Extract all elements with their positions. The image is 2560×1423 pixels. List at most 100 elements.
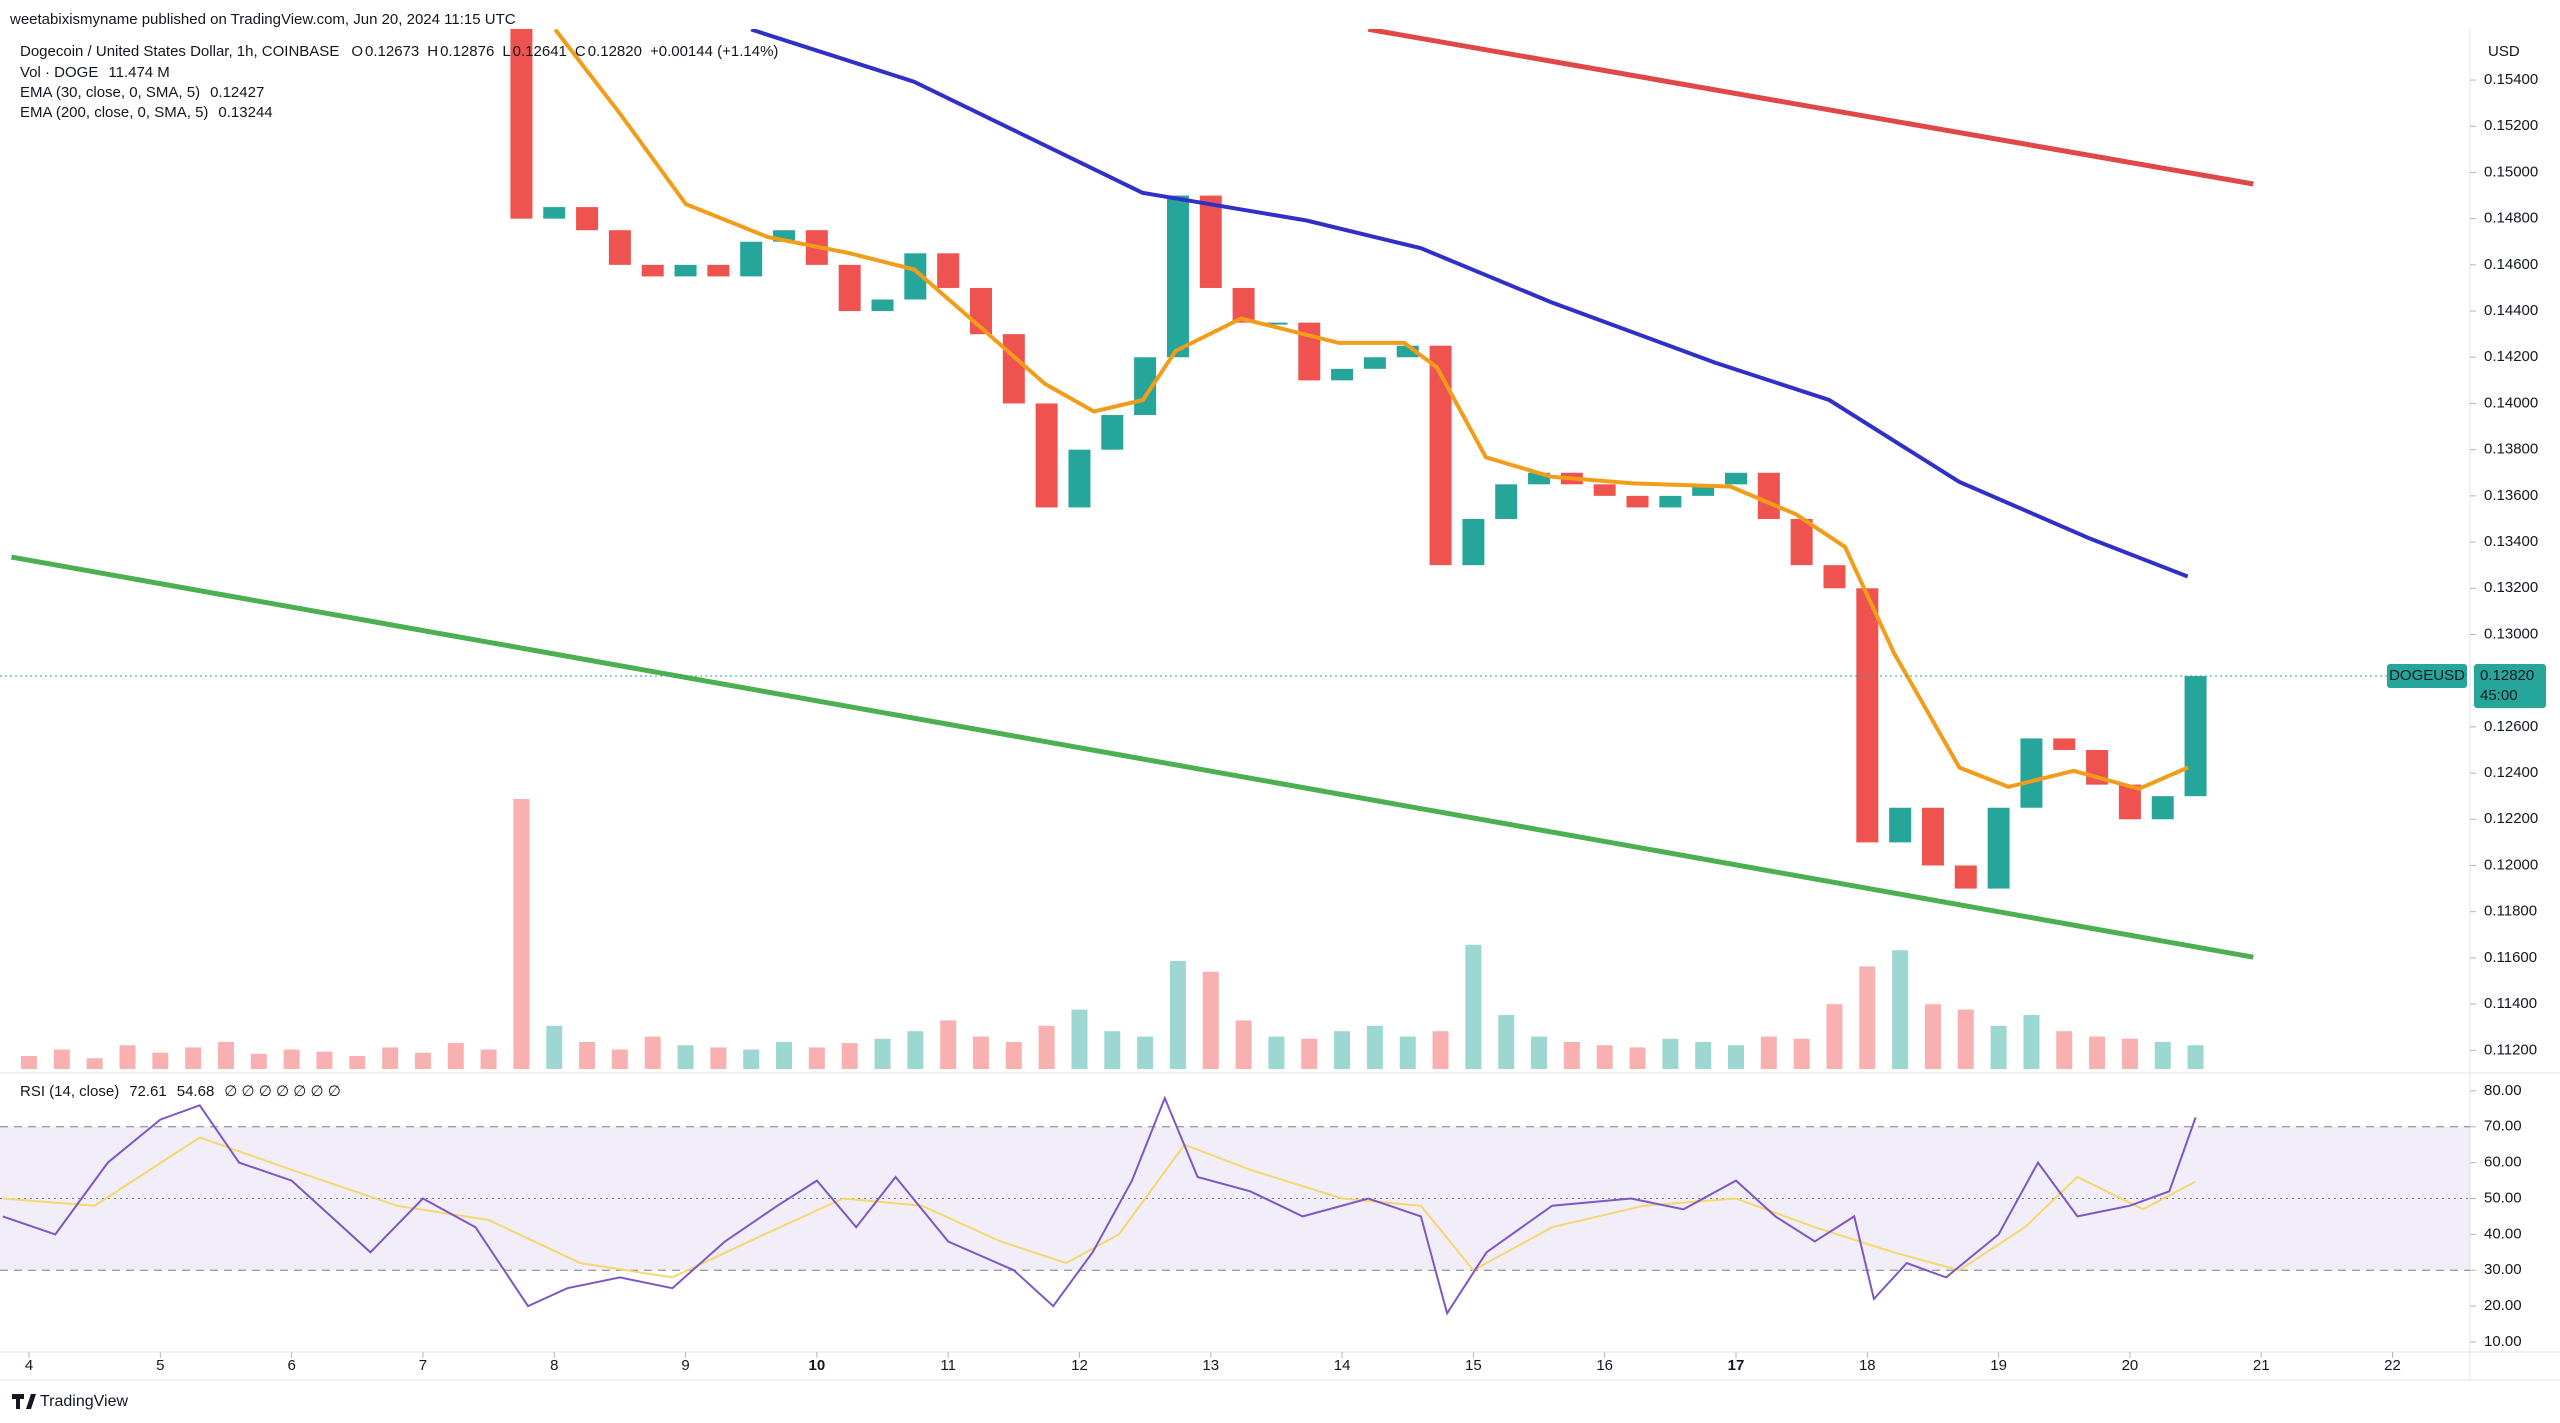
ohlc-value: 0.12876 (440, 43, 494, 60)
symbol-tag-bg (2387, 664, 2467, 689)
volume-bar (447, 1043, 464, 1069)
y-tick-label: 0.15400 (2484, 71, 2538, 88)
ema-legend-name: EMA (30, close, 0, SMA, 5) (20, 84, 200, 101)
candle (1232, 287, 1255, 323)
volume-bar (874, 1038, 891, 1069)
x-tick-label: 17 (1728, 1357, 1745, 1374)
volume-bar (1662, 1038, 1679, 1069)
volume-bar (1038, 1025, 1055, 1069)
x-tick-label: 11 (940, 1357, 956, 1374)
candle (1265, 322, 1288, 325)
candle (641, 264, 664, 277)
volume-bar (1432, 1031, 1449, 1069)
volume-bar (841, 1043, 858, 1069)
change: +0.00144 (+1.14%) (650, 43, 778, 60)
y-tick-label: 0.11600 (2484, 949, 2537, 966)
volume-bar (316, 1051, 333, 1069)
candle (2053, 738, 2076, 750)
volume-bar (1334, 1031, 1351, 1069)
rsi-tick-label: 20.00 (2484, 1297, 2522, 1314)
volume-bar (349, 1056, 366, 1069)
volume-bar (1957, 1009, 1974, 1069)
x-tick-label: 15 (1465, 1357, 1482, 1374)
y-tick-label: 0.13400 (2484, 533, 2538, 550)
candle (1495, 484, 1518, 519)
y-tick-label: 0.12600 (2484, 718, 2538, 735)
y-tick-label: 0.13800 (2484, 441, 2538, 458)
candle (608, 230, 631, 265)
candle (1921, 807, 1944, 866)
volume-bar (480, 1049, 497, 1069)
ohlc-value: 0.12820 (588, 43, 642, 60)
volume-bar (2023, 1015, 2040, 1069)
ema-legend-name: EMA (200, close, 0, SMA, 5) (20, 104, 208, 121)
rsi-line (2, 1095, 2197, 1316)
ohlc-key: C (575, 43, 586, 60)
volume-bar (1235, 1020, 1252, 1069)
y-tick-label: 0.15200 (2484, 117, 2538, 134)
volume-bar (776, 1042, 793, 1069)
main-pane (10, 29, 2254, 1069)
volume-bar (1498, 1015, 1515, 1069)
rsi-tick-label: 10.00 (2484, 1333, 2522, 1350)
candle (1724, 472, 1747, 485)
volume-bar (1137, 1036, 1154, 1069)
y-tick-label: 0.12000 (2484, 856, 2538, 873)
candle (1790, 518, 1813, 566)
volume-bar (283, 1049, 300, 1069)
y-tick-label: 0.11200 (2484, 1041, 2537, 1058)
volume-bar (1563, 1042, 1580, 1069)
candle (1757, 472, 1780, 519)
volume-bar (1104, 1031, 1121, 1069)
volume-bar (1301, 1038, 1318, 1069)
candle (1002, 334, 1025, 404)
volume-bar (710, 1047, 727, 1069)
volume-bar (808, 1047, 825, 1069)
y-tick-label: 0.13000 (2484, 625, 2538, 642)
price-tag-bg (2474, 664, 2546, 709)
symbol-tag: DOGEUSD (2389, 667, 2465, 684)
x-tick-label: 19 (1990, 1357, 2007, 1374)
x-tick-label: 12 (1071, 1357, 1088, 1374)
volume-bar (1826, 1004, 1843, 1069)
candle (1889, 807, 1912, 843)
x-tick-label: 8 (550, 1357, 558, 1374)
candle (937, 253, 960, 288)
candle (740, 241, 763, 277)
candle (1298, 322, 1321, 381)
y-tick-label: 0.14400 (2484, 302, 2538, 319)
volume-bar (250, 1053, 267, 1069)
volume-bar (2187, 1045, 2204, 1069)
volume-bar (1202, 971, 1219, 1069)
volume-bar (579, 1042, 596, 1069)
candle (1166, 195, 1189, 358)
x-tick-label: 9 (681, 1357, 689, 1374)
brand: TradingView (40, 1393, 128, 1410)
candle (1692, 484, 1715, 496)
candle (674, 264, 697, 277)
volume-bar (1005, 1042, 1022, 1069)
rsi-tick-label: 30.00 (2484, 1261, 2522, 1278)
volume-bar (86, 1058, 103, 1069)
x-tick-label: 21 (2253, 1357, 2270, 1374)
volume-bar (1629, 1047, 1646, 1069)
volume-bar (1727, 1045, 1744, 1069)
ohlc-value: 0.12641 (513, 43, 567, 60)
rsi-tick-label: 40.00 (2484, 1225, 2522, 1242)
volume-bar (1924, 1004, 1941, 1069)
y-tick-label: 0.11800 (2484, 903, 2537, 920)
candle (707, 264, 730, 277)
rsi-tick-label: 50.00 (2484, 1189, 2522, 1206)
volume-bar (217, 1042, 234, 1069)
candle (543, 207, 566, 219)
y-tick-label: 0.15000 (2484, 163, 2538, 180)
candle (510, 29, 533, 219)
volume-bar (1465, 944, 1482, 1069)
candle (2020, 738, 2043, 808)
candle (1199, 195, 1222, 288)
rsi-legend: 72.61 (129, 1083, 167, 1100)
rsi-pane (0, 1095, 2470, 1316)
volume-legend-value: 11.474 M (108, 64, 169, 81)
volume-bar (1596, 1045, 1613, 1069)
candle (1626, 495, 1649, 508)
